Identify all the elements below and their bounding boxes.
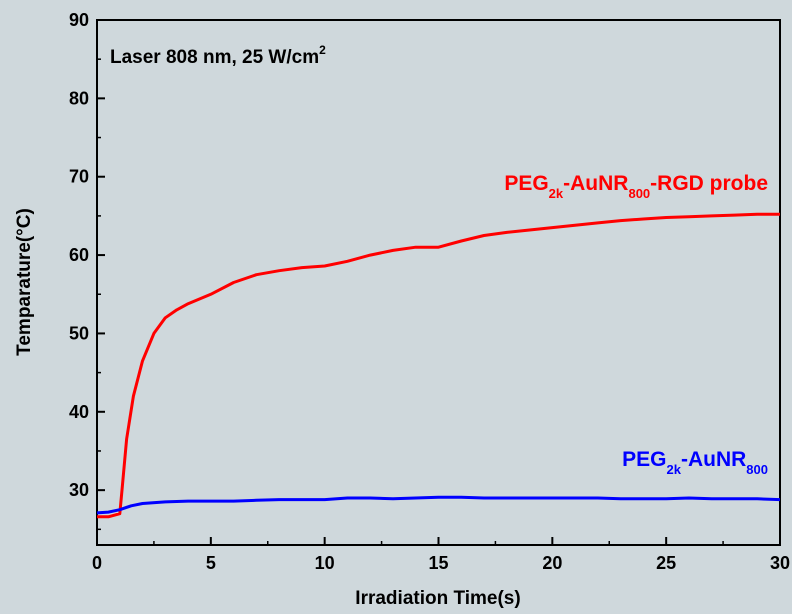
series-label-part: -AuNR — [681, 448, 746, 471]
x-tick-label: 30 — [770, 553, 790, 573]
series-label-part: 800 — [746, 462, 768, 477]
y-tick-label: 60 — [69, 245, 89, 265]
x-tick-label: 15 — [428, 553, 448, 573]
x-axis-label: Irradiation Time(s) — [355, 588, 520, 609]
y-tick-label: 30 — [69, 480, 89, 500]
x-tick-label: 20 — [542, 553, 562, 573]
series-label-part: PEG — [622, 448, 666, 471]
series-label-part: 2k — [549, 186, 564, 201]
axis-ticks — [96, 19, 781, 545]
series-label-part: PEG — [504, 172, 548, 195]
y-tick-label: 80 — [69, 88, 89, 108]
x-tick-label: 25 — [656, 553, 676, 573]
series-label-0: PEG2k-AuNR800-RGD probe — [504, 172, 768, 201]
x-tick-label: 5 — [206, 553, 216, 573]
series-label-part: -RGD probe — [650, 172, 768, 195]
series-label-part: 2k — [667, 462, 682, 477]
annotation-text: Laser 808 nm, 25 W/cm2 — [110, 43, 326, 68]
y-axis-label: Temparature(°C) — [14, 208, 35, 356]
y-tick-label: 90 — [69, 10, 89, 30]
y-tick-label: 70 — [69, 167, 89, 187]
y-tick-labels: 30 40 50 60 70 80 90 — [69, 10, 89, 500]
y-tick-label: 50 — [69, 323, 89, 343]
series-label-1: PEG2k-AuNR800 — [622, 448, 768, 477]
series-lines — [96, 212, 781, 519]
series-label-part: 800 — [628, 186, 650, 201]
series-line-1 — [96, 495, 781, 515]
x-tick-labels: 0 5 10 15 20 25 30 — [92, 553, 790, 573]
series-line-0 — [97, 212, 780, 519]
series-label-part: -AuNR — [563, 172, 628, 195]
x-tick-label: 10 — [315, 553, 335, 573]
y-tick-label: 40 — [69, 402, 89, 422]
x-tick-label: 0 — [92, 553, 102, 573]
